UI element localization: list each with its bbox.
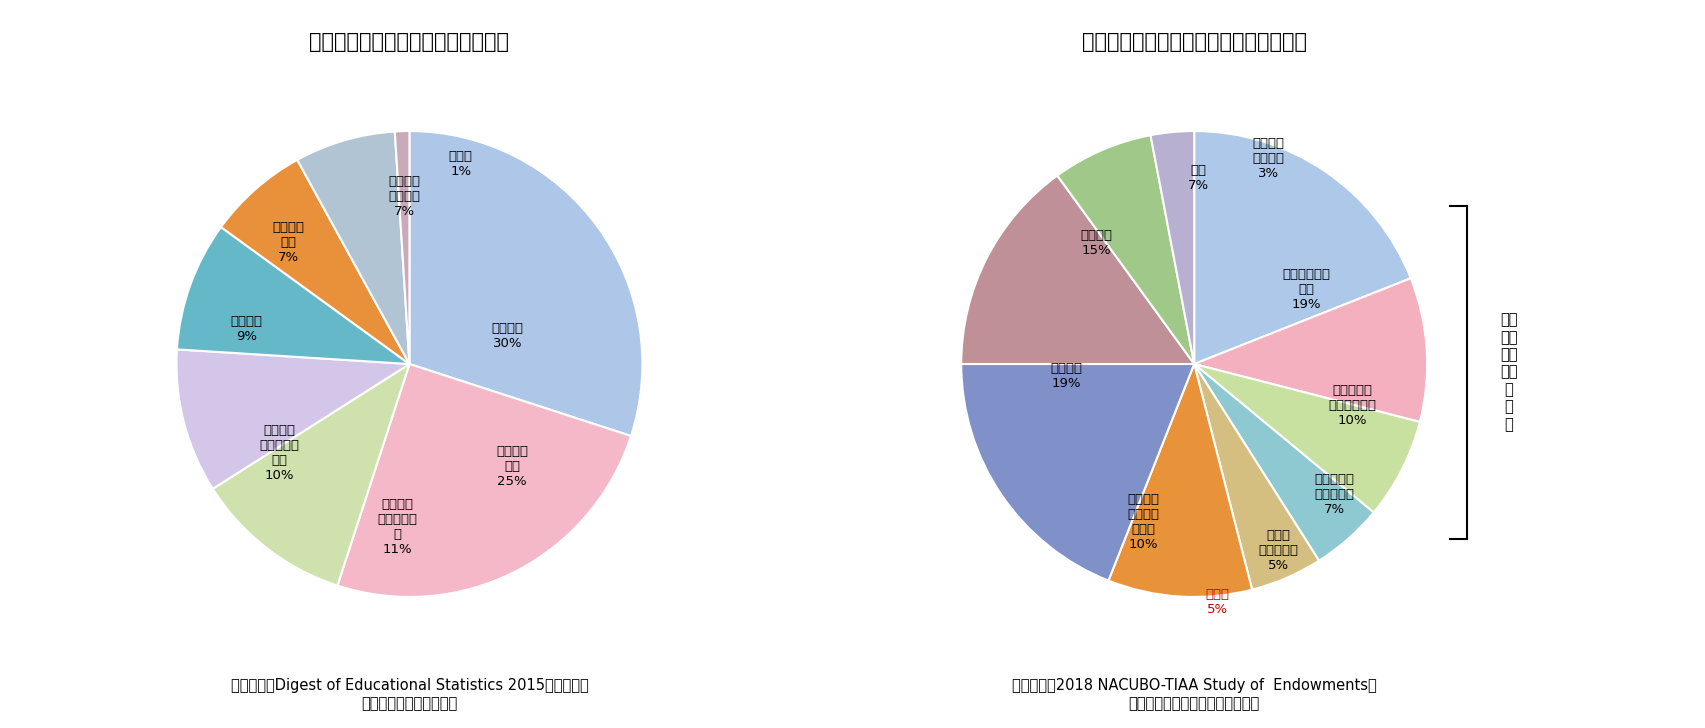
Wedge shape (960, 175, 1193, 364)
Wedge shape (177, 227, 409, 364)
Wedge shape (1194, 131, 1410, 364)
Wedge shape (1194, 364, 1373, 561)
Text: 教育サー
ビス収入
7%: 教育サー ビス収入 7% (389, 175, 421, 218)
Wedge shape (1149, 131, 1194, 364)
Text: 連邦政府
歳出・助成
金等
10%: 連邦政府 歳出・助成 金等 10% (259, 424, 298, 481)
Wedge shape (394, 131, 409, 364)
Wedge shape (1057, 135, 1193, 364)
Text: 不動産
5%: 不動産 5% (1205, 587, 1229, 616)
Text: 外国株式
19%: 外国株式 19% (1050, 362, 1081, 389)
Text: ヘッジファン
ド等
19%: ヘッジファン ド等 19% (1280, 268, 1330, 311)
Wedge shape (213, 364, 409, 585)
Text: 付随事業
収入
7%: 付随事業 収入 7% (273, 221, 303, 264)
Text: プライベー
トエクイティ
10%: プライベー トエクイティ 10% (1328, 384, 1376, 427)
Text: 債券
7%: 債券 7% (1188, 164, 1209, 191)
Wedge shape (960, 364, 1193, 581)
Text: オル
タナ
ティ
ブ・
５
６
％: オル タナ ティ ブ・ ５ ６ ％ (1499, 312, 1516, 432)
Text: その他
1%: その他 1% (448, 150, 472, 178)
Title: 図表３：米国の私立大学の収入構成: 図表３：米国の私立大学の収入構成 (309, 32, 510, 52)
Wedge shape (297, 132, 409, 364)
Text: （出所）「Digest of Educational Statistics 2015」をもとに
ニッセイ基礎研究所作成: （出所）「Digest of Educational Statistics 20… (230, 678, 588, 711)
Wedge shape (1194, 278, 1427, 422)
Text: 米国株式
15%: 米国株式 15% (1079, 229, 1112, 257)
Text: エネル
ギー・資源
5%: エネル ギー・資源 5% (1257, 529, 1298, 572)
Wedge shape (409, 131, 643, 436)
Text: （出所）「2018 NACUBO-TIAA Study of  Endowments」
をもとにニッセイ基礎研究所作成: （出所）「2018 NACUBO-TIAA Study of Endowment… (1011, 678, 1376, 711)
Wedge shape (1194, 364, 1419, 513)
Text: 民間寄付
金・助成金
等
11%: 民間寄付 金・助成金 等 11% (377, 498, 418, 556)
Text: 資産運用
収入
25%: 資産運用 収入 25% (496, 445, 527, 488)
Text: ベンチャー
キャピタル
7%: ベンチャー キャピタル 7% (1313, 473, 1354, 516)
Text: その他・
オルタナ
ティブ
10%: その他・ オルタナ ティブ 10% (1127, 494, 1158, 551)
Wedge shape (176, 349, 409, 488)
Wedge shape (1194, 364, 1318, 590)
Text: 授業料等
30%: 授業料等 30% (491, 322, 523, 350)
Wedge shape (338, 364, 631, 597)
Title: 図表４：米国の私立大学の運用資産構成: 図表４：米国の私立大学の運用資産構成 (1081, 32, 1306, 52)
Text: 現預金・
短期証券
3%: 現預金・ 短期証券 3% (1251, 138, 1284, 181)
Wedge shape (222, 160, 409, 364)
Text: 医療収入
9%: 医療収入 9% (230, 315, 263, 343)
Wedge shape (1108, 364, 1251, 597)
